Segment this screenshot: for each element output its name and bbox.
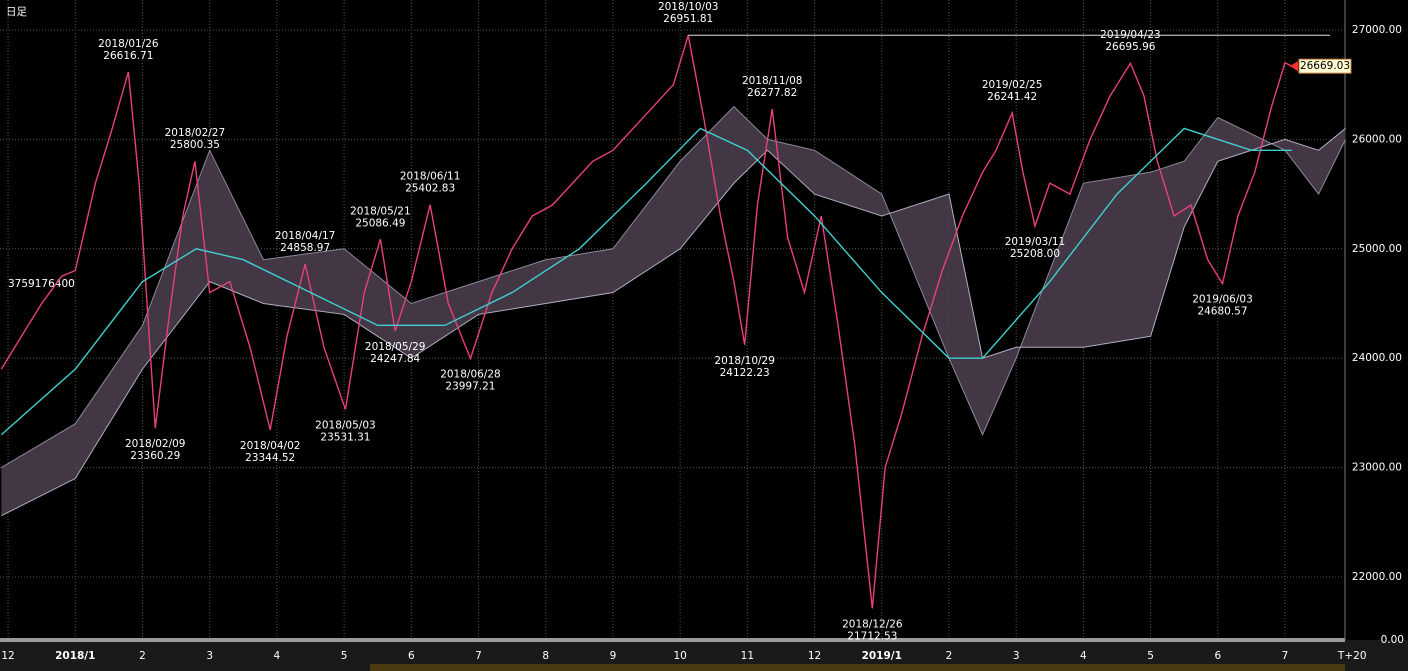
annotation-date: 2018/04/02: [240, 440, 301, 452]
annotation-value: 24247.84: [370, 353, 420, 365]
annotation-date: 2018/05/29: [365, 341, 426, 353]
annotation-date: 2019/03/11: [1005, 236, 1066, 248]
annotation-value: 26277.82: [747, 87, 797, 99]
annotation-date: 2018/01/26: [98, 38, 159, 50]
x-tick-label: 4: [1080, 650, 1087, 662]
x-tick-label: 5: [1147, 650, 1154, 662]
x-tick-label: 2: [139, 650, 146, 662]
annotation-value: 24680.57: [1197, 306, 1247, 318]
annotation-value: 25086.49: [355, 217, 405, 229]
annotation-date: 2019/02/25: [982, 79, 1043, 91]
last-price-box: [1298, 58, 1352, 74]
x-tick-label: 6: [1214, 650, 1221, 662]
annotation-date: 2018/11/08: [742, 75, 803, 87]
annotation-value: 25800.35: [170, 139, 220, 151]
cloud-span-b: [1, 128, 1346, 517]
y-tick-label: 26000.00: [1352, 133, 1402, 145]
y-tick-label: 23000.00: [1352, 462, 1402, 474]
annotation-value: 23360.29: [130, 450, 180, 462]
x-tick-label: 2: [946, 650, 953, 662]
annotation-date: 2018/06/28: [440, 368, 501, 380]
annotation-value: 24858.97: [280, 242, 330, 254]
price-line: [0, 127, 1292, 436]
scroll-bar: [0, 638, 1345, 642]
x-tick-label: 7: [475, 650, 482, 662]
x-tick-label: 2019/1: [862, 650, 902, 662]
x-tick-label: 9: [610, 650, 617, 662]
x-tick-label: 10: [673, 650, 686, 662]
x-tick-label: 12: [808, 650, 821, 662]
range-bar: [370, 664, 1345, 671]
last-price-arrow: [1290, 61, 1298, 72]
annotation-date: 2018/12/26: [842, 618, 903, 630]
volume-label: 3759176400: [8, 278, 75, 290]
x-tick-label: 7: [1282, 650, 1289, 662]
x-tick-label: 6: [408, 650, 415, 662]
annotation-value: 23997.21: [445, 380, 495, 392]
x-tick-label: 4: [274, 650, 281, 662]
annotation-date: 2018/02/27: [165, 127, 226, 139]
annotation-value: 26241.42: [987, 91, 1037, 103]
annotation-value: 26695.96: [1105, 41, 1155, 53]
chart-title: 日足: [6, 6, 27, 18]
annotation-value: 25208.00: [1010, 248, 1060, 260]
x-tick-label: 12: [1, 650, 14, 662]
annotation-date: 2018/10/03: [658, 1, 719, 13]
x-tick-label: 3: [206, 650, 213, 662]
annotation-value: 26616.71: [103, 50, 153, 62]
cloud: [1, 106, 1346, 516]
annotation-date: 2018/04/17: [275, 230, 336, 242]
volume-axis-label: 0.00: [1381, 634, 1404, 646]
x-tick-label: 5: [341, 650, 348, 662]
last-price-label: 26669.03: [1300, 60, 1350, 72]
annotation-value: 23344.52: [245, 452, 295, 464]
x-tick-label: 2018/1: [55, 650, 95, 662]
annotation-date: 2018/05/21: [350, 205, 411, 217]
x-tick-label: T+20: [1337, 650, 1367, 662]
annotation-date: 2018/05/03: [315, 419, 376, 431]
annotation-value: 26951.81: [663, 13, 713, 25]
y-tick-label: 25000.00: [1352, 243, 1402, 255]
x-tick-label: 8: [542, 650, 549, 662]
y-tick-label: 22000.00: [1352, 571, 1402, 583]
annotation-value: 25402.83: [405, 183, 455, 195]
annotation-date: 2019/06/03: [1192, 294, 1253, 306]
annotation-value: 21712.53: [847, 630, 897, 642]
x-tick-label: 11: [741, 650, 754, 662]
annotation-date: 2018/06/11: [400, 171, 461, 183]
y-tick-label: 27000.00: [1352, 24, 1402, 36]
annotation-date: 2018/02/09: [125, 438, 186, 450]
annotation-value: 23531.31: [320, 431, 370, 443]
y-tick-label: 24000.00: [1352, 352, 1402, 364]
annotation-date: 2018/10/29: [714, 355, 775, 367]
x-tick-label: 3: [1013, 650, 1020, 662]
annotation-value: 24122.23: [720, 367, 770, 379]
